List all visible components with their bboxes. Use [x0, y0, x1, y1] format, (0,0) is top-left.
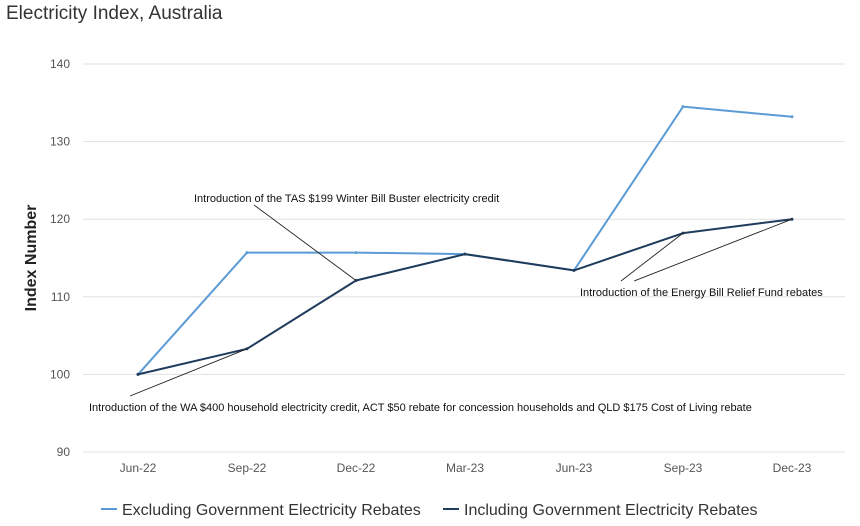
annotation-text: Introduction of the WA $400 household el… [89, 402, 752, 414]
annotation-leader-line [253, 204, 357, 281]
series-line-excluding [137, 105, 793, 376]
annotation-leader-line [620, 232, 684, 282]
y-tick-label: 120 [50, 212, 70, 226]
y-axis-label: Index Number [23, 205, 40, 312]
legend-label: Excluding Government Electricity Rebates [122, 502, 421, 519]
x-tick-label: Jun-23 [556, 461, 593, 475]
chart-title: Electricity Index, Australia [6, 3, 223, 24]
data-point [354, 251, 358, 255]
x-tick-label: Sep-22 [228, 461, 267, 475]
data-point [681, 105, 685, 109]
y-tick-label: 100 [50, 367, 70, 381]
data-point [790, 115, 794, 119]
annotation-leader-line [129, 348, 248, 397]
y-tick-label: 140 [50, 57, 70, 71]
x-tick-label: Jun-22 [120, 461, 157, 475]
x-tick-label: Sep-23 [664, 461, 703, 475]
data-point [245, 251, 249, 255]
data-point [463, 252, 467, 256]
annotation-text: Introduction of the TAS $199 Winter Bill… [194, 193, 499, 205]
data-point [136, 372, 140, 376]
annotation-text: Introduction of the Energy Bill Relief F… [580, 287, 823, 299]
x-tick-label: Mar-23 [446, 461, 484, 475]
annotation-leader-line [633, 218, 793, 282]
y-tick-label: 90 [57, 445, 71, 459]
x-tick-label: Dec-23 [773, 461, 812, 475]
data-point [572, 268, 576, 272]
legend-label: Including Government Electricity Rebates [464, 502, 757, 519]
y-tick-label: 130 [50, 135, 70, 149]
x-tick-label: Dec-22 [337, 461, 376, 475]
y-tick-label: 110 [51, 290, 70, 304]
